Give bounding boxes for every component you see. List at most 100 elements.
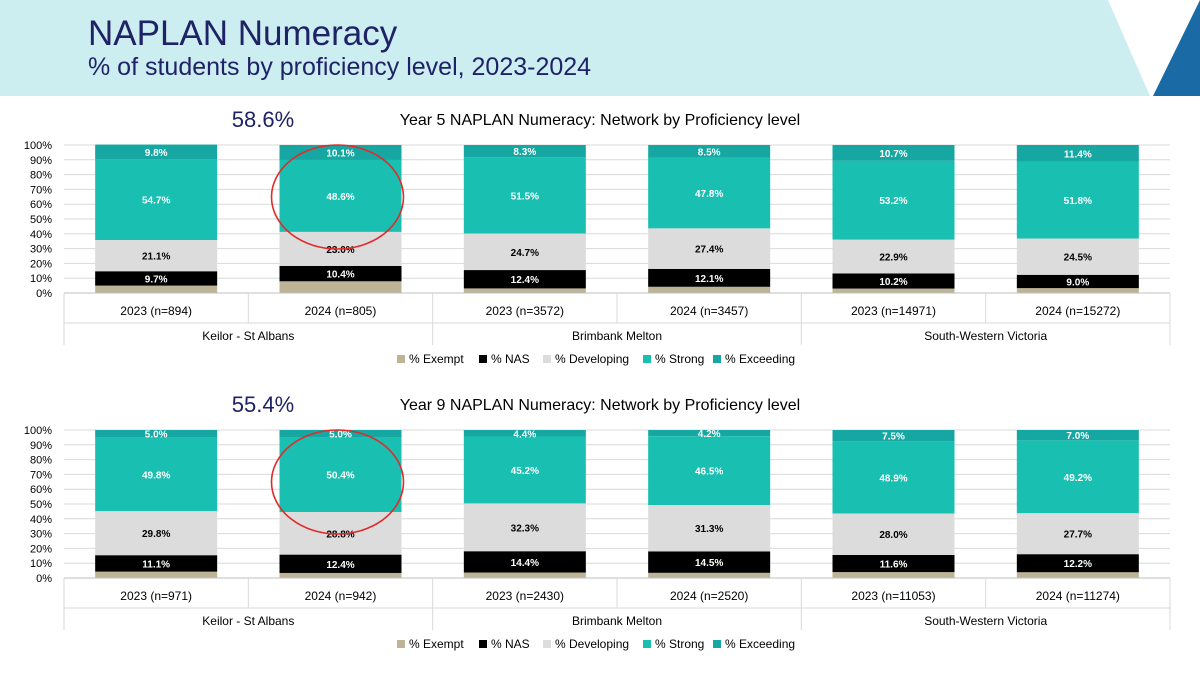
data-label: 8.3% bbox=[513, 147, 536, 158]
legend-label: % Exceeding bbox=[725, 637, 795, 651]
category-label: 2024 (n=11274) bbox=[1036, 589, 1120, 603]
y-tick-label: 50% bbox=[30, 214, 52, 226]
year9-chart: Year 9 NAPLAN Numeracy: Network by Profi… bbox=[24, 392, 1171, 651]
bar-segment-exempt bbox=[279, 572, 402, 578]
legend-label: % Exempt bbox=[409, 637, 464, 651]
page-subtitle: % of students by proficiency level, 2023… bbox=[88, 53, 592, 81]
y-tick-label: 70% bbox=[30, 184, 52, 196]
bar-segment-strong bbox=[463, 436, 586, 504]
bar-segment-exempt bbox=[1016, 288, 1139, 293]
data-label: 12.4% bbox=[511, 275, 539, 286]
bar-segment-exceeding bbox=[463, 430, 586, 437]
bar-segment-nas bbox=[279, 265, 402, 282]
data-label: 9.7% bbox=[145, 274, 168, 285]
data-label: 45.2% bbox=[511, 466, 539, 477]
bar-segment-developing bbox=[1016, 238, 1139, 275]
category-label: 2023 (n=2430) bbox=[486, 589, 564, 603]
bar-segment-exceeding bbox=[1016, 430, 1139, 441]
category-label: 2023 (n=14971) bbox=[851, 304, 936, 318]
data-label: 11.1% bbox=[142, 559, 170, 570]
category-label: 2024 (n=3457) bbox=[670, 304, 748, 318]
data-label: 10.4% bbox=[326, 270, 354, 281]
header-banner: NAPLAN Numeracy % of students by profici… bbox=[0, 0, 1200, 96]
bar-segment-exceeding bbox=[648, 145, 771, 158]
y-tick-label: 40% bbox=[30, 514, 52, 526]
y-tick-label: 80% bbox=[30, 455, 52, 467]
legend-label: % Developing bbox=[555, 352, 629, 366]
y-tick-label: 90% bbox=[30, 155, 52, 167]
group-label: Brimbank Melton bbox=[572, 614, 662, 628]
data-label: 8.5% bbox=[698, 147, 721, 158]
bar-segment-developing bbox=[648, 505, 771, 552]
bar-segment-exceeding bbox=[648, 430, 771, 437]
bar-segment-exempt bbox=[1016, 572, 1139, 578]
category-label: 2023 (n=894) bbox=[120, 304, 192, 318]
y-tick-label: 80% bbox=[30, 170, 52, 182]
category-label: 2024 (n=805) bbox=[305, 304, 377, 318]
bar-segment-nas bbox=[832, 554, 955, 573]
chart-title: Year 5 NAPLAN Numeracy: Network by Profi… bbox=[400, 112, 800, 129]
group-label: South-Western Victoria bbox=[924, 614, 1047, 628]
bar-segment-developing bbox=[95, 511, 218, 556]
data-label: 5.0% bbox=[329, 430, 352, 441]
data-label: 48.9% bbox=[879, 473, 907, 484]
category-label: 2024 (n=942) bbox=[305, 589, 377, 603]
bar-segment-developing bbox=[95, 240, 218, 272]
data-label: 4.2% bbox=[698, 429, 721, 440]
y-tick-label: 30% bbox=[30, 244, 52, 256]
legend-label: % Exceeding bbox=[725, 352, 795, 366]
bar-segment-strong bbox=[279, 437, 402, 512]
data-label: 22.9% bbox=[879, 253, 907, 264]
y-tick-label: 70% bbox=[30, 469, 52, 481]
data-label: 49.8% bbox=[142, 470, 170, 481]
group-label: Brimbank Melton bbox=[572, 329, 662, 343]
data-label: 21.1% bbox=[142, 252, 170, 263]
data-label: 23.0% bbox=[326, 245, 354, 256]
bar-segment-exempt bbox=[95, 571, 218, 578]
group-label: Keilor - St Albans bbox=[202, 329, 294, 343]
legend-swatch bbox=[397, 640, 405, 648]
bar-segment-strong bbox=[648, 157, 771, 229]
y-tick-label: 20% bbox=[30, 543, 52, 555]
data-label: 54.7% bbox=[142, 196, 170, 207]
legend-swatch bbox=[643, 355, 651, 363]
bar-segment-strong bbox=[1016, 440, 1139, 514]
data-label: 50.4% bbox=[326, 471, 354, 482]
bar-segment-nas bbox=[279, 554, 402, 573]
y-tick-label: 90% bbox=[30, 440, 52, 452]
legend-label: % Developing bbox=[555, 637, 629, 651]
legend-label: % NAS bbox=[491, 352, 530, 366]
data-label: 27.7% bbox=[1064, 530, 1092, 541]
category-label: 2023 (n=971) bbox=[120, 589, 192, 603]
data-label: 53.2% bbox=[879, 196, 907, 207]
bar-segment-exceeding bbox=[832, 145, 955, 161]
bar-segment-strong bbox=[832, 160, 955, 240]
page-title: NAPLAN Numeracy bbox=[88, 14, 398, 53]
group-label: Keilor - St Albans bbox=[202, 614, 294, 628]
bar-segment-strong bbox=[95, 159, 218, 241]
data-label: 48.6% bbox=[326, 192, 354, 203]
data-label: 12.2% bbox=[1064, 559, 1092, 570]
data-label: 27.4% bbox=[695, 245, 723, 256]
bar-segment-strong bbox=[832, 441, 955, 514]
bar-segment-exceeding bbox=[279, 430, 402, 438]
legend-swatch bbox=[543, 640, 551, 648]
data-label: 31.3% bbox=[695, 524, 723, 535]
data-label: 29.8% bbox=[142, 529, 170, 540]
legend-swatch bbox=[479, 640, 487, 648]
data-label: 10.1% bbox=[326, 148, 354, 159]
y-tick-label: 60% bbox=[30, 484, 52, 496]
data-label: 7.0% bbox=[1066, 431, 1089, 442]
y-tick-label: 30% bbox=[30, 529, 52, 541]
bar-segment-exempt bbox=[832, 572, 955, 578]
legend-swatch bbox=[543, 355, 551, 363]
bar-segment-exempt bbox=[463, 572, 586, 578]
y-tick-label: 10% bbox=[30, 558, 52, 570]
data-label: 4.4% bbox=[513, 429, 536, 440]
data-label: 24.7% bbox=[511, 248, 539, 259]
bar-segment-strong bbox=[95, 437, 218, 512]
chart-title: Year 9 NAPLAN Numeracy: Network by Profi… bbox=[400, 397, 800, 414]
data-label: 12.4% bbox=[326, 560, 354, 571]
bar-segment-strong bbox=[463, 157, 586, 234]
data-label: 7.5% bbox=[882, 432, 905, 443]
